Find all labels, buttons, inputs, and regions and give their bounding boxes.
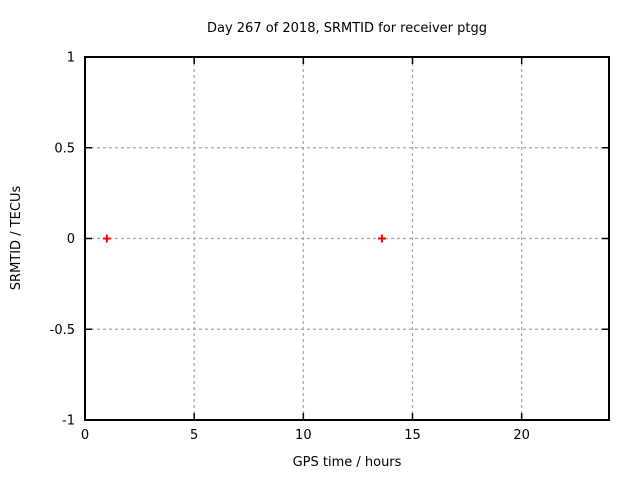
y-tick-label: -1 [62,414,75,429]
chart-title: Day 267 of 2018, SRMTID for receiver ptg… [207,21,487,36]
x-tick-label: 0 [81,428,89,443]
y-tick-label: 1 [67,51,75,66]
data-point-marker [102,234,111,243]
x-tick-label: 5 [190,428,198,443]
x-tick-label: 10 [295,428,312,443]
y-tick-label: -0.5 [50,323,75,338]
data-layer [102,234,386,243]
data-point-marker [377,234,386,243]
y-tick-label: 0 [67,232,75,247]
x-axis-label: GPS time / hours [293,455,402,470]
tick-label-layer: 0 5 10 15 20 -1 -0.5 0 0.5 1 [50,51,530,444]
y-axis-label: SRMTID / TECUs [9,186,24,291]
axis-layer [84,56,610,421]
grid-layer [85,57,609,420]
y-tick-label: 0.5 [54,141,75,156]
x-tick-label: 15 [404,428,421,443]
x-tick-label: 20 [513,428,530,443]
